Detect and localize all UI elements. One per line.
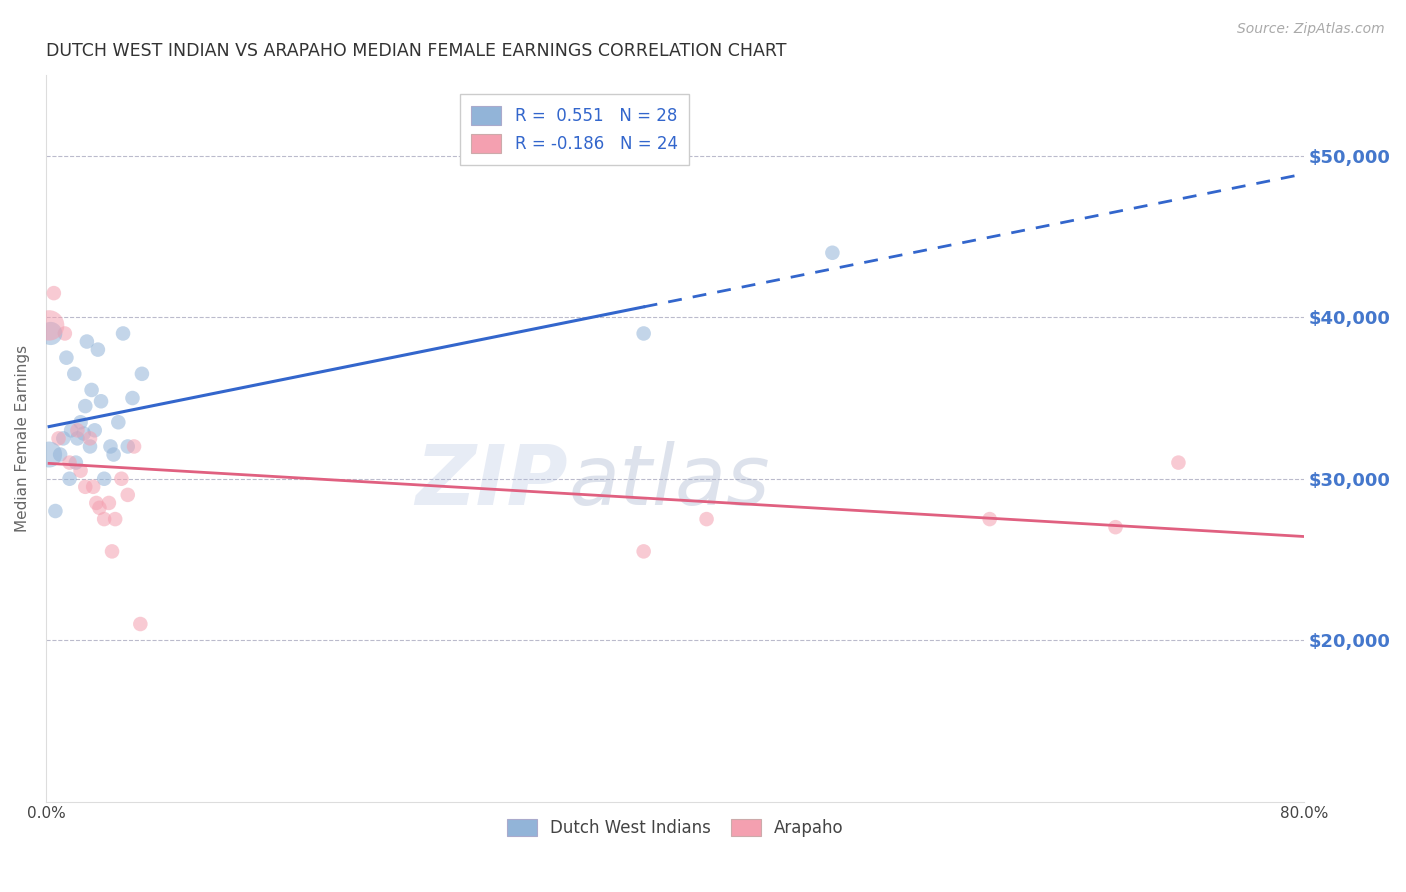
Point — [49, 448, 72, 462]
Point — [39, 326, 62, 341]
Point — [58, 456, 80, 470]
Text: Source: ZipAtlas.com: Source: ZipAtlas.com — [1237, 22, 1385, 37]
Legend: Dutch West Indians, Arapaho: Dutch West Indians, Arapaho — [501, 813, 851, 844]
Point — [131, 367, 153, 381]
Point — [52, 431, 75, 445]
Point — [107, 415, 129, 429]
Point — [103, 448, 125, 462]
Point — [38, 318, 60, 333]
Point — [75, 480, 97, 494]
Text: atlas: atlas — [568, 442, 770, 523]
Point — [79, 431, 101, 445]
Point — [80, 383, 103, 397]
Point — [42, 286, 65, 301]
Point — [69, 415, 91, 429]
Point — [76, 334, 98, 349]
Point — [53, 326, 76, 341]
Point — [633, 326, 655, 341]
Point — [75, 399, 97, 413]
Point — [110, 472, 132, 486]
Point — [38, 448, 60, 462]
Point — [1167, 456, 1189, 470]
Point — [93, 512, 115, 526]
Point — [97, 496, 120, 510]
Point — [82, 480, 104, 494]
Point — [1104, 520, 1126, 534]
Text: DUTCH WEST INDIAN VS ARAPAHO MEDIAN FEMALE EARNINGS CORRELATION CHART: DUTCH WEST INDIAN VS ARAPAHO MEDIAN FEMA… — [46, 42, 786, 60]
Point — [84, 496, 107, 510]
Point — [60, 423, 83, 437]
Point — [69, 464, 91, 478]
Point — [93, 472, 115, 486]
Point — [100, 440, 122, 454]
Point — [121, 391, 143, 405]
Point — [87, 343, 110, 357]
Point — [117, 440, 139, 454]
Point — [89, 500, 111, 515]
Text: ZIP: ZIP — [416, 442, 568, 523]
Point — [66, 431, 89, 445]
Point — [65, 456, 87, 470]
Point — [66, 423, 89, 437]
Y-axis label: Median Female Earnings: Median Female Earnings — [15, 345, 30, 532]
Point — [821, 245, 844, 260]
Point — [117, 488, 139, 502]
Point — [104, 512, 127, 526]
Point — [122, 440, 145, 454]
Point — [63, 367, 86, 381]
Point — [112, 326, 135, 341]
Point — [55, 351, 77, 365]
Point — [83, 423, 105, 437]
Point — [58, 472, 80, 486]
Point — [48, 431, 70, 445]
Point — [979, 512, 1001, 526]
Point — [633, 544, 655, 558]
Point — [696, 512, 718, 526]
Point — [101, 544, 124, 558]
Point — [73, 426, 96, 441]
Point — [44, 504, 66, 518]
Point — [129, 617, 152, 632]
Point — [79, 440, 101, 454]
Point — [90, 394, 112, 409]
